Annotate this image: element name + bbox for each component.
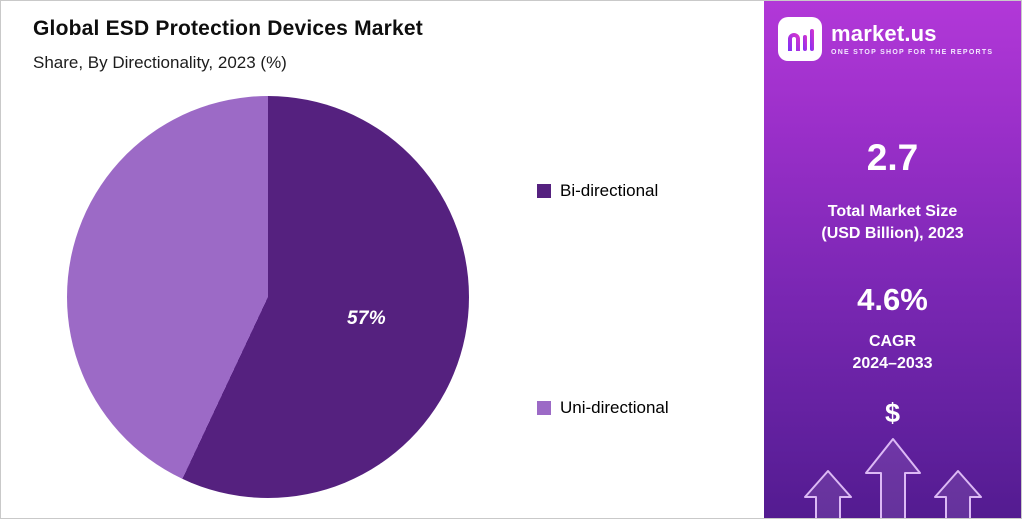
- chart-title: Global ESD Protection Devices Market: [33, 17, 423, 40]
- cagr-value: 4.6%: [857, 282, 928, 317]
- cagr-label-line2: 2024–2033: [852, 354, 933, 372]
- brand-text-block: market.us ONE STOP SHOP FOR THE REPORTS: [831, 20, 994, 57]
- market-us-logo-icon: [778, 17, 822, 61]
- brand-name: market.us: [831, 20, 937, 46]
- market-size-value: 2.7: [866, 137, 919, 178]
- legend-item-uni-directional: Uni-directional: [537, 398, 669, 418]
- legend-swatch-bi-directional: [537, 184, 551, 198]
- brand-tagline: ONE STOP SHOP FOR THE REPORTS: [831, 49, 994, 57]
- cagr-label: CAGR 2024–2033: [764, 331, 1021, 374]
- chart-area: Global ESD Protection Devices Market Sha…: [1, 1, 766, 518]
- cagr-label-line1: CAGR: [868, 333, 917, 350]
- growth-arrows-icon: [788, 433, 998, 518]
- legend-label-uni-directional: Uni-directional: [560, 398, 669, 417]
- market-size-label-line2: (USD Billion), 2023: [821, 225, 964, 243]
- legend-label-bi-directional: Bi-directional: [560, 181, 659, 200]
- pie-chart: 57%: [67, 96, 469, 498]
- pie-slice-value-label: 57%: [347, 308, 386, 330]
- market-size-label-line1: Total Market Size: [827, 203, 958, 220]
- brand-logo: market.us ONE STOP SHOP FOR THE REPORTS: [778, 17, 993, 61]
- chart-subtitle: Share, By Directionality, 2023 (%): [33, 53, 287, 72]
- legend-item-bi-directional: Bi-directional: [537, 181, 658, 201]
- dollar-sign: $: [884, 398, 901, 428]
- market-size-label: Total Market Size (USD Billion), 2023: [764, 201, 1021, 246]
- brand-panel: market.us ONE STOP SHOP FOR THE REPORTS …: [764, 1, 1021, 518]
- legend-swatch-uni-directional: [537, 401, 551, 415]
